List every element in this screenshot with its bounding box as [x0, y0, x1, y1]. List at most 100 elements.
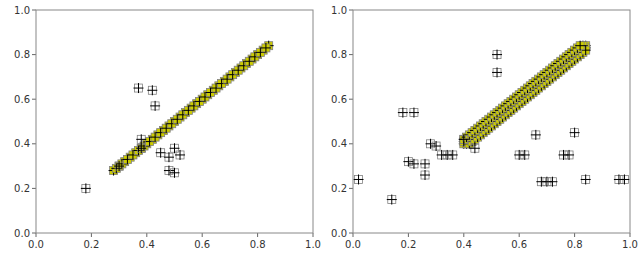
point-plus [426, 139, 436, 149]
point-plus [492, 50, 502, 60]
y-tick-label: 1.0 [331, 5, 347, 16]
point-plus [114, 161, 124, 171]
point [520, 150, 530, 160]
point-plus [470, 143, 480, 153]
point [470, 143, 480, 153]
point [170, 168, 180, 178]
point-plus [81, 183, 91, 193]
point-square [471, 144, 479, 152]
point [409, 108, 419, 118]
y-tick-label: 0.0 [14, 228, 30, 239]
x-tick [408, 233, 409, 237]
plot-frame [353, 10, 630, 233]
point-plus [164, 166, 174, 176]
x-tick-label: 0.2 [400, 239, 416, 250]
point-square [410, 109, 418, 117]
point-plus [448, 150, 458, 160]
y-tick-label: 0.2 [14, 183, 30, 194]
x-tick-label: 0.4 [139, 239, 155, 250]
point [581, 174, 591, 184]
y-tick-label: 0.0 [331, 228, 347, 239]
point [547, 177, 557, 187]
point-plus [459, 134, 469, 144]
point-square [571, 129, 579, 137]
y-tick [349, 10, 353, 11]
point-square [404, 158, 412, 166]
point [136, 134, 146, 144]
x-tick [146, 233, 147, 237]
y-tick [349, 99, 353, 100]
point-square [355, 175, 363, 183]
point-plus [581, 174, 591, 184]
y-tick-label: 0.4 [14, 138, 30, 149]
point [403, 157, 413, 167]
point-square [262, 44, 270, 52]
point-square [493, 51, 501, 59]
point-plus [409, 108, 419, 118]
series [109, 41, 274, 176]
point-plus [147, 85, 157, 95]
x-tick [519, 233, 520, 237]
point-square [576, 42, 584, 50]
plot-frame [36, 10, 313, 233]
point-square [582, 175, 590, 183]
point-plus [170, 143, 180, 153]
y-tick [32, 143, 36, 144]
point-plus [136, 134, 146, 144]
point [387, 195, 397, 205]
point [261, 43, 271, 53]
point [114, 161, 124, 171]
plot-area [354, 41, 630, 205]
point-square [157, 149, 165, 157]
point-plus [398, 108, 408, 118]
point-square [565, 151, 573, 159]
point [170, 143, 180, 153]
y-tick-label: 1.0 [14, 5, 30, 16]
point-square [388, 196, 396, 204]
point [81, 183, 91, 193]
series [354, 50, 630, 205]
x-tick [202, 233, 203, 237]
point [409, 159, 419, 169]
point-plus [175, 150, 185, 160]
y-tick-label: 0.6 [331, 94, 347, 105]
point-square [148, 86, 156, 94]
point-plus [261, 43, 271, 53]
x-tick [353, 233, 354, 237]
point [564, 150, 574, 160]
point-plus [387, 195, 397, 205]
point-square [521, 151, 529, 159]
point [570, 128, 580, 138]
point-square [82, 184, 90, 192]
point-square [421, 160, 429, 168]
y-tick-label: 0.8 [14, 49, 30, 60]
point-square [410, 160, 418, 168]
point [175, 150, 185, 160]
point [426, 139, 436, 149]
point-plus [619, 174, 629, 184]
point [492, 67, 502, 77]
point-plus [403, 157, 413, 167]
point-square [449, 151, 457, 159]
point [156, 148, 166, 158]
point-square [165, 153, 173, 161]
point-plus [170, 168, 180, 178]
point-square [171, 169, 179, 177]
y-tick [32, 188, 36, 189]
point-plus [150, 101, 160, 111]
point-plus [164, 152, 174, 162]
point [133, 83, 143, 93]
point-plus [354, 174, 364, 184]
point-plus [564, 150, 574, 160]
x-tick-label: 0.6 [194, 239, 210, 250]
point [492, 50, 502, 60]
point-plus [547, 177, 557, 187]
point-plus [431, 141, 441, 151]
y-tick-label: 0.4 [331, 138, 347, 149]
x-tick-label: 0.4 [456, 239, 472, 250]
point-plus [409, 159, 419, 169]
point [420, 159, 430, 169]
x-tick-label: 0.8 [250, 239, 266, 250]
point-square [620, 175, 628, 183]
point [136, 143, 146, 153]
